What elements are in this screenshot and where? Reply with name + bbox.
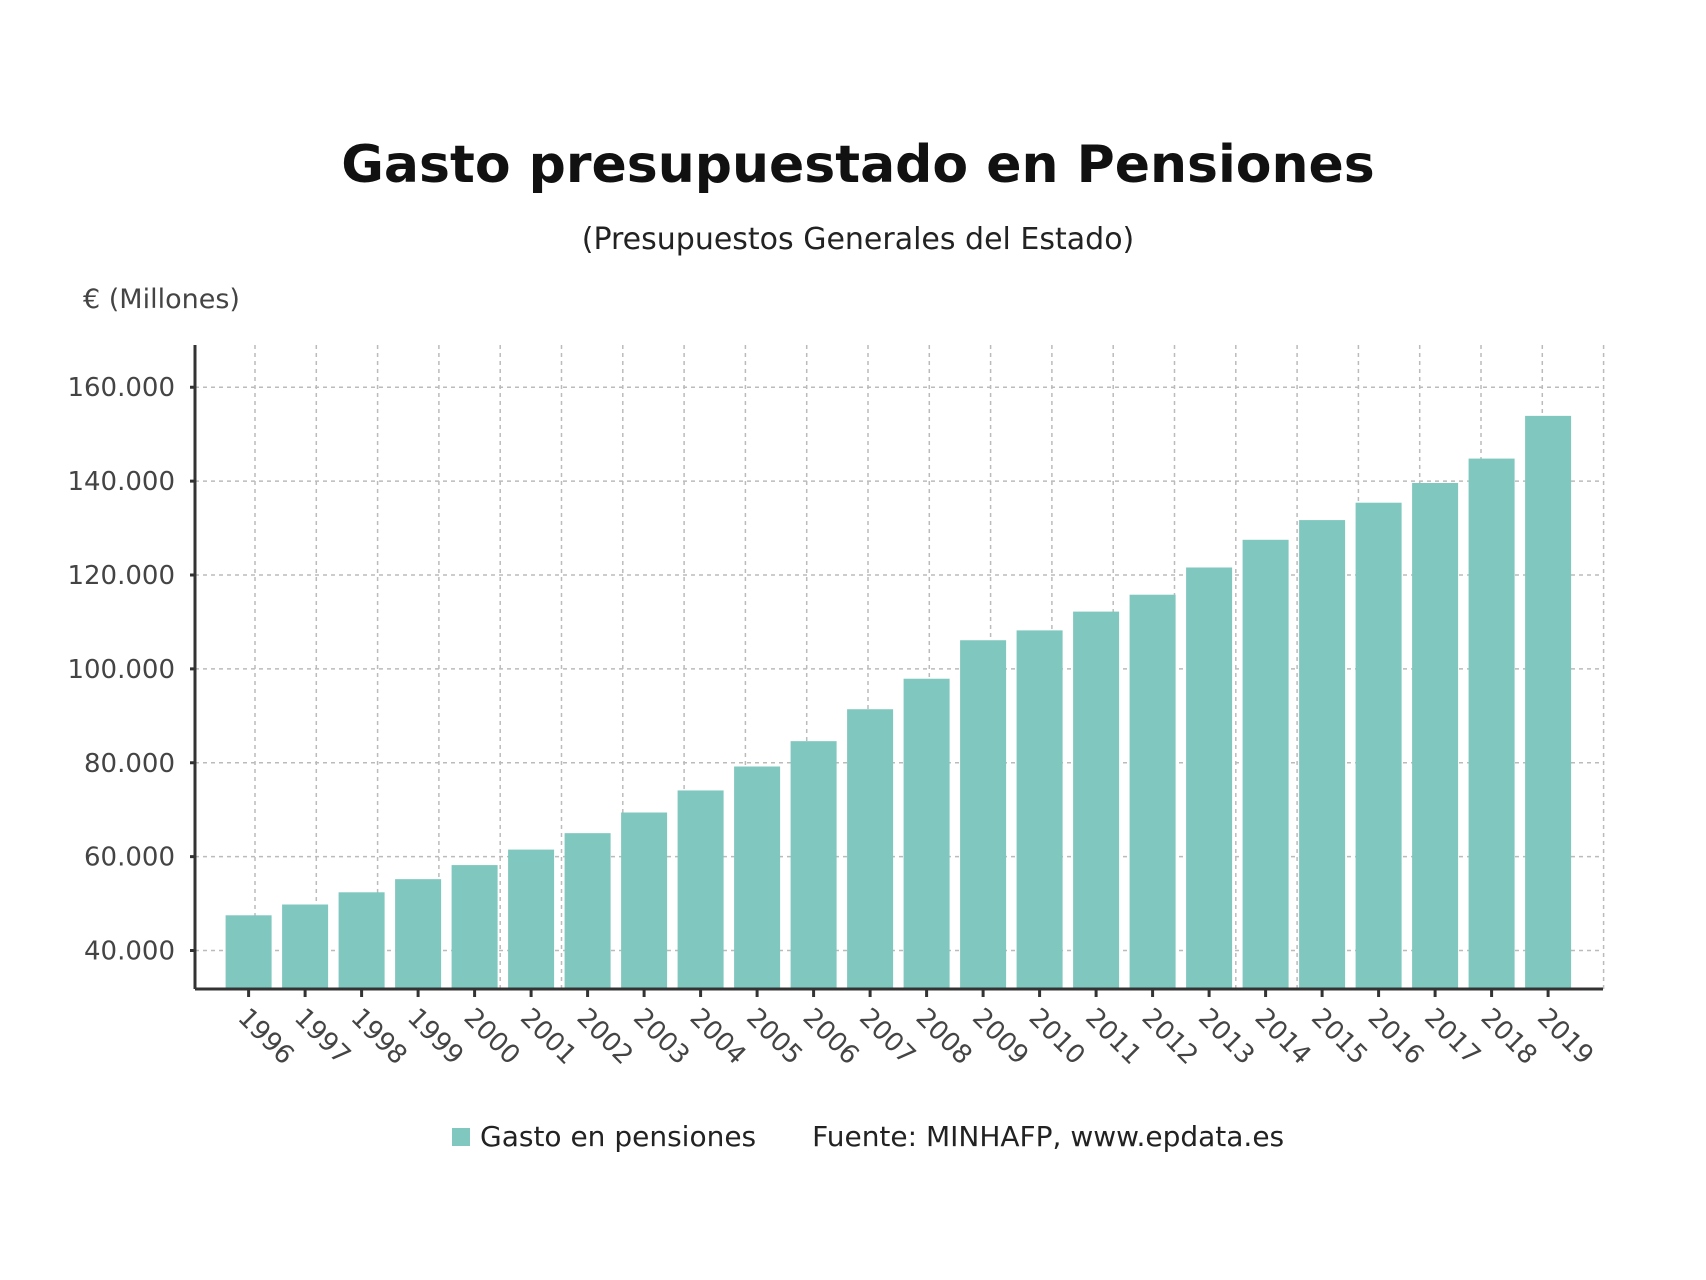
bar-2011 xyxy=(1073,611,1120,989)
x-tick-label: 2011 xyxy=(1079,1003,1147,1071)
bar-2001 xyxy=(508,849,555,989)
bar-2009 xyxy=(960,640,1007,989)
legend: Gasto en pensiones Fuente: MINHAFP, www.… xyxy=(452,1120,1284,1153)
legend-label: Gasto en pensiones xyxy=(480,1120,757,1153)
bar-2007 xyxy=(847,709,894,989)
bar-2017 xyxy=(1412,483,1459,989)
x-tick-label: 2010 xyxy=(1023,1003,1091,1071)
x-tick-label: 1998 xyxy=(345,1003,413,1071)
bar-2016 xyxy=(1355,502,1402,989)
x-tick-label: 2008 xyxy=(910,1003,978,1071)
y-tick-label: 100.000 xyxy=(67,655,175,685)
bar-2015 xyxy=(1299,520,1346,989)
bar-2003 xyxy=(621,812,668,989)
y-tick-label: 160.000 xyxy=(67,373,175,403)
bar-2012 xyxy=(1129,594,1176,989)
x-tick-label: 2017 xyxy=(1418,1003,1486,1071)
bar-2006 xyxy=(790,741,837,989)
x-tick-label: 2004 xyxy=(684,1003,752,1071)
bar-2008 xyxy=(903,678,950,989)
x-tick-label: 2019 xyxy=(1531,1003,1599,1071)
x-tick-label: 2018 xyxy=(1475,1003,1543,1071)
x-tick-label: 1999 xyxy=(401,1003,469,1071)
bar-1996 xyxy=(225,915,272,989)
x-tick-label: 2013 xyxy=(1192,1003,1260,1071)
bar-2005 xyxy=(734,766,781,989)
bar-2013 xyxy=(1186,567,1233,989)
x-tick-label: 2002 xyxy=(571,1003,639,1071)
legend-swatch xyxy=(452,1127,470,1146)
x-tick-label: 2000 xyxy=(458,1003,526,1071)
bar-chart: 40.000 60.000 80.000 100.000 120.000 140.000 1… xyxy=(67,345,1605,1071)
source-note: Fuente: MINHAFP, www.epdata.es xyxy=(812,1120,1285,1153)
y-tick-label: 120.000 xyxy=(67,561,175,591)
x-tick-label: 2009 xyxy=(966,1003,1034,1071)
bar-1999 xyxy=(395,879,442,989)
y-tick-label: 80.000 xyxy=(84,749,175,779)
chart-title: Gasto presupuestado en Pensiones xyxy=(341,135,1375,195)
bar-1997 xyxy=(282,904,329,989)
x-tick-label: 2016 xyxy=(1362,1003,1430,1071)
x-tick-label: 1996 xyxy=(232,1003,300,1071)
bar-2018 xyxy=(1468,458,1515,990)
bar-2019 xyxy=(1525,415,1572,989)
x-tick-label: 2012 xyxy=(1136,1003,1204,1071)
x-tick-label: 2005 xyxy=(740,1003,808,1071)
x-tick-label: 2003 xyxy=(627,1003,695,1071)
bar-2000 xyxy=(451,865,498,989)
y-axis-label: € (Millones) xyxy=(83,284,240,315)
bar-2014 xyxy=(1242,539,1289,989)
y-tick-label: 60.000 xyxy=(84,843,175,873)
bar-1998 xyxy=(338,892,385,989)
x-tick-label: 2015 xyxy=(1305,1003,1373,1071)
y-tick-label: 40.000 xyxy=(84,937,175,967)
x-tick-label: 2007 xyxy=(853,1003,921,1071)
chart-subtitle: (Presupuestos Generales del Estado) xyxy=(581,222,1135,257)
bar-2010 xyxy=(1016,630,1063,989)
x-tick-label: 2001 xyxy=(514,1003,582,1071)
y-tick-label: 140.000 xyxy=(67,467,175,497)
bar-2002 xyxy=(564,833,611,989)
x-tick-label: 2006 xyxy=(797,1003,865,1071)
bar-2004 xyxy=(677,790,724,989)
x-tick-label: 2014 xyxy=(1249,1003,1317,1071)
x-tick-label: 1997 xyxy=(288,1003,356,1071)
